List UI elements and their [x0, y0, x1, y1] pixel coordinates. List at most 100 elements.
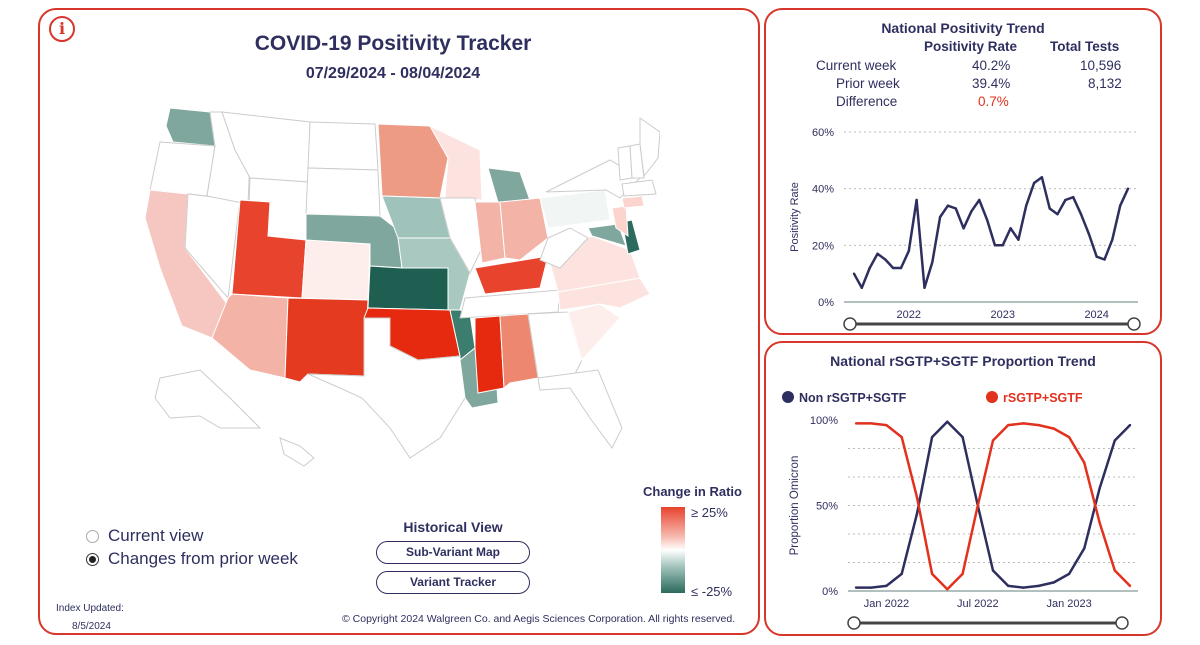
rsgtp-sgtf-point	[900, 435, 903, 439]
legend-low-label: ≤ -25%	[691, 584, 733, 599]
rsgtp-sgtf-point	[930, 572, 934, 576]
positivity-series-line	[852, 176, 1130, 290]
positivity-point	[868, 266, 871, 270]
state-ct	[621, 195, 645, 209]
variant-tracker-button[interactable]: Variant Tracker	[376, 571, 530, 594]
proportion-trend-chart[interactable]: Non rSGTP+SGTF rSGTP+SGTF 0% 50% 100% Jan 202…	[766, 375, 1160, 635]
state-tx	[307, 317, 466, 459]
prior-rate: 39.4%	[972, 76, 1011, 91]
positivity-point	[860, 286, 864, 290]
non-rsgtp-sgtf-point	[961, 435, 964, 439]
rsgtp-sgtf-point	[1022, 422, 1025, 425]
y-tick-label: 50%	[816, 501, 838, 513]
x-tick-label: 2022	[897, 309, 921, 321]
rsgtp-sgtf-point	[1083, 461, 1086, 464]
positivity-point	[915, 198, 918, 202]
positivity-point	[985, 218, 989, 222]
rsgtp-sgtf-point	[946, 588, 949, 591]
state-ms	[474, 315, 505, 394]
us-choropleth-map[interactable]	[100, 98, 660, 478]
index-updated-label: Index Updated:	[56, 603, 124, 614]
sub-variant-map-button[interactable]: Sub-Variant Map	[376, 541, 530, 564]
radio-button-selected[interactable]	[86, 552, 99, 566]
trend-title: National Positivity Trend	[881, 20, 1045, 36]
y-axis-label: Proportion Omicron	[789, 456, 801, 556]
state-nd	[307, 121, 379, 171]
historical-view-title: Historical View	[403, 519, 503, 535]
copyright-text: © Copyright 2024 Walgreen Co. and Aegis …	[342, 613, 736, 625]
non-rsgtp-sgtf-point	[1037, 584, 1040, 588]
state-sd	[305, 167, 381, 217]
rsgtp-sgtf-point	[1037, 423, 1040, 427]
non-rsgtp-sgtf-point	[900, 572, 903, 576]
legend-label: rSGTP+SGTF	[1003, 391, 1083, 405]
positivity-range-slider-handle-end[interactable]	[1127, 317, 1141, 331]
positivity-point	[1017, 238, 1020, 241]
rsgtp-sgtf-point	[885, 423, 888, 427]
index-updated-date: 8/5/2024	[72, 621, 111, 632]
non-rsgtp-sgtf-point	[1098, 487, 1101, 490]
x-tick-label: Jul 2022	[957, 598, 999, 610]
state-nh	[629, 143, 645, 179]
date-range: 07/29/2024 - 08/04/2024	[305, 65, 481, 82]
prior-tests: 8,132	[1088, 76, 1122, 91]
positivity-point	[1095, 255, 1098, 258]
national-positivity-trend-panel: National Positivity Trend Positivity Rat…	[764, 8, 1162, 335]
x-tick-label: 2024	[1084, 309, 1108, 321]
proportion-range-slider-handle-end[interactable]	[1115, 616, 1129, 630]
legend-color-scale	[661, 507, 685, 593]
positivity-point	[891, 266, 895, 270]
positivity-point	[1032, 181, 1036, 185]
legend-marker	[986, 391, 998, 403]
positivity-point	[1103, 258, 1106, 261]
page-title: COVID-19 Positivity Tracker	[254, 32, 532, 55]
positivity-range-slider-handle-start[interactable]	[843, 317, 857, 331]
non-rsgtp-sgtf-point	[885, 584, 888, 588]
positivity-point	[1118, 204, 1122, 207]
state-wa	[165, 107, 216, 147]
positivity-point	[884, 258, 887, 261]
x-tick-label: Jan 2023	[1046, 598, 1091, 610]
rsgtp-sgtf-point	[1052, 427, 1056, 430]
radio-button[interactable]	[86, 529, 99, 543]
state-oh	[499, 197, 549, 261]
state-or	[149, 141, 216, 197]
non-rsgtp-sgtf-point	[1022, 586, 1025, 589]
current-tests: 10,596	[1080, 58, 1122, 73]
x-tick-label: 2023	[991, 309, 1015, 321]
positivity-point	[954, 207, 957, 210]
non-rsgtp-sgtf-point	[854, 586, 858, 589]
col-total-tests: Total Tests	[1050, 39, 1120, 54]
state-ak	[154, 369, 262, 429]
state-al	[499, 313, 539, 390]
positivity-point	[1040, 176, 1044, 179]
state-il	[439, 197, 483, 275]
proportion-trend-panel: National rSGTP+SGTF Proportion Trend Non…	[764, 341, 1162, 636]
positivity-point	[907, 249, 910, 253]
positivity-point	[1087, 232, 1091, 236]
rsgtp-sgtf-point	[1098, 521, 1101, 524]
state-co	[301, 239, 371, 301]
y-tick-label: 60%	[812, 127, 834, 139]
rsgtp-sgtf-point	[915, 495, 919, 499]
state-nj	[611, 205, 629, 237]
row-label: Current week	[816, 58, 897, 73]
rsgtp-sgtf-point	[1128, 584, 1132, 588]
current-rate: 40.2%	[972, 58, 1011, 73]
non-rsgtp-sgtf-point	[1128, 423, 1132, 427]
radio-current-view[interactable]: Current view	[86, 526, 203, 546]
rsgtp-sgtf-point	[1067, 435, 1071, 439]
positivity-point	[962, 227, 965, 230]
positivity-trend-chart[interactable]: 0% 20% 40% 60% 2022 2023 2024 Positivity Rate	[766, 110, 1160, 332]
non-rsgtp-sgtf-point	[915, 512, 919, 516]
y-tick-label: 20%	[812, 240, 834, 252]
proportion-range-slider-handle-start[interactable]	[847, 616, 861, 630]
positivity-point	[931, 261, 934, 264]
info-icon[interactable]: i	[49, 16, 75, 42]
rsgtp-sgtf-point	[1007, 423, 1010, 427]
radio-changes-prior-week[interactable]: Changes from prior week	[86, 549, 298, 569]
state-me	[639, 117, 660, 178]
non-rsgtp-sgtf-point	[930, 435, 934, 439]
state-ma	[621, 179, 657, 197]
positivity-point	[946, 204, 950, 207]
